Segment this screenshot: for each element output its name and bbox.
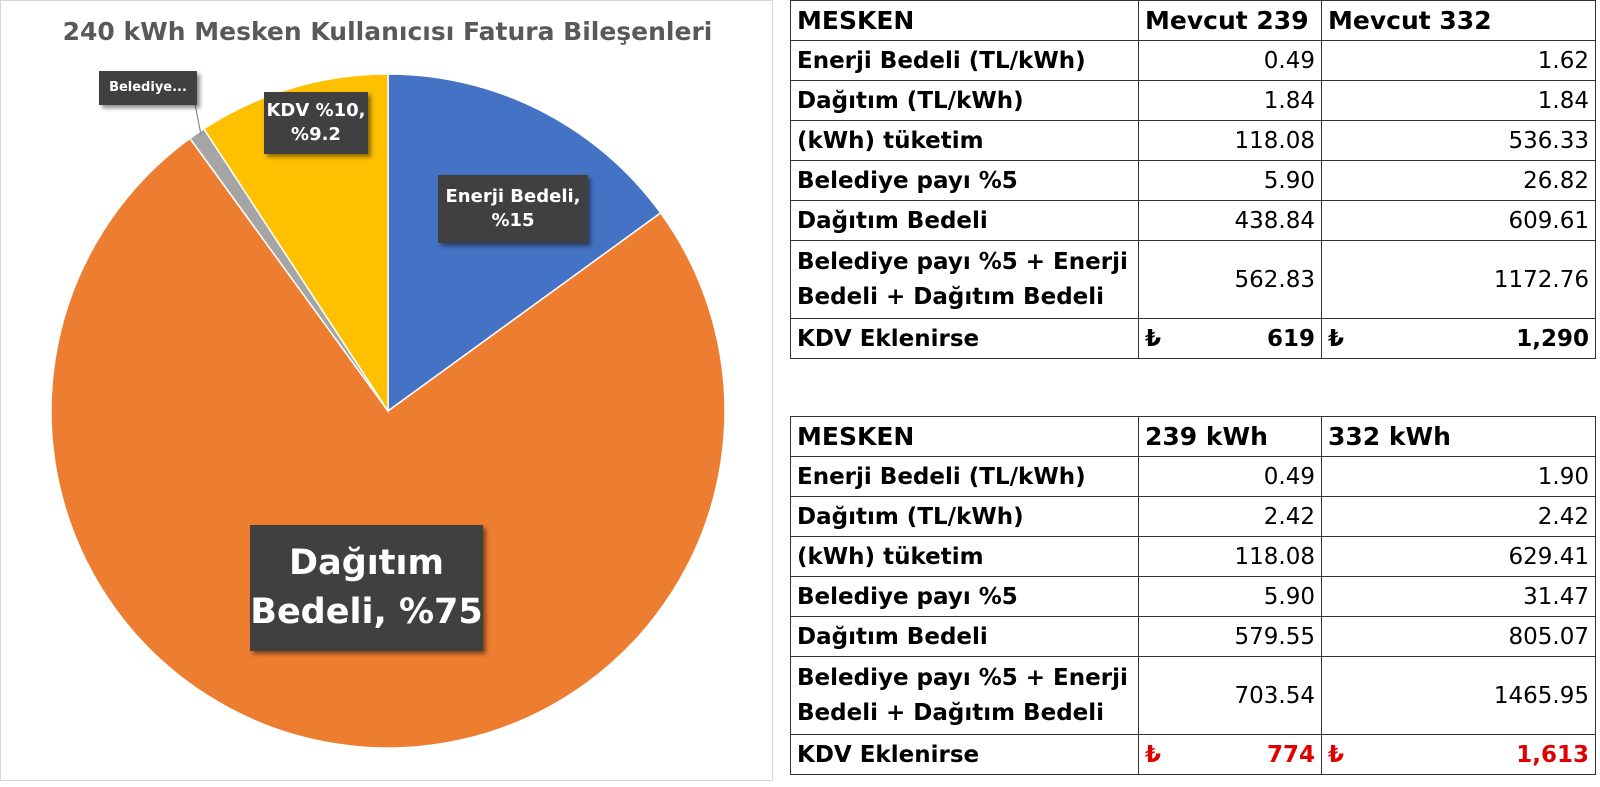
cell-value: 1.84 xyxy=(1321,80,1596,121)
cell-value: 1172.76 xyxy=(1321,240,1596,319)
table-row: Belediye payı %5 + Enerji Bedeli + Dağıt… xyxy=(790,656,1596,735)
pie-slice-da-t-m-bedeli xyxy=(50,137,726,749)
table-row: Enerji Bedeli (TL/kWh) 0.49 1.90 xyxy=(790,456,1596,497)
total-value: 1,290 xyxy=(1516,325,1589,352)
table-header-row: MESKEN 239 kWh 332 kWh xyxy=(790,416,1596,457)
table-row: Enerji Bedeli (TL/kWh) 0.49 1.62 xyxy=(790,40,1596,81)
currency-symbol: ₺ xyxy=(1328,741,1345,768)
cell-value: 703.54 xyxy=(1138,656,1322,735)
row-label: (kWh) tüketim xyxy=(790,120,1139,161)
cell-value: 5.90 xyxy=(1138,576,1322,617)
currency-symbol: ₺ xyxy=(1145,325,1162,352)
cell-value: 609.61 xyxy=(1321,200,1596,241)
cell-value: 0.49 xyxy=(1138,456,1322,497)
header-cell: Mevcut 332 xyxy=(1321,0,1596,41)
cell-value: 0.49 xyxy=(1138,40,1322,81)
total-cell: ₺ 619 xyxy=(1138,318,1322,359)
table-row: (kWh) tüketim 118.08 629.41 xyxy=(790,536,1596,577)
cell-value: 5.90 xyxy=(1138,160,1322,201)
table-row: (kWh) tüketim 118.08 536.33 xyxy=(790,120,1596,161)
total-value: 619 xyxy=(1266,325,1315,352)
table-total-row: KDV Eklenirse ₺ 774 ₺ 1,613 xyxy=(790,734,1596,775)
row-label: (kWh) tüketim xyxy=(790,536,1139,577)
table-header-row: MESKEN Mevcut 239 Mevcut 332 xyxy=(790,0,1596,41)
table-row: Dağıtım (TL/kWh) 2.42 2.42 xyxy=(790,496,1596,537)
header-cell: 332 kWh xyxy=(1321,416,1596,457)
table-row: Belediye payı %5 5.90 31.47 xyxy=(790,576,1596,617)
currency-symbol: ₺ xyxy=(1328,325,1345,352)
cell-value: 629.41 xyxy=(1321,536,1596,577)
table-total-row: KDV Eklenirse ₺ 619 ₺ 1,290 xyxy=(790,318,1596,359)
cell-value: 579.55 xyxy=(1138,616,1322,657)
table-row: Belediye payı %5 5.90 26.82 xyxy=(790,160,1596,201)
cell-value: 1.62 xyxy=(1321,40,1596,81)
cell-value: 562.83 xyxy=(1138,240,1322,319)
row-label: Belediye payı %5 xyxy=(790,576,1139,617)
header-cell: MESKEN xyxy=(790,0,1139,41)
table-row: Dağıtım Bedeli 438.84 609.61 xyxy=(790,200,1596,241)
table-mevcut: MESKEN Mevcut 239 Mevcut 332 Enerji Bede… xyxy=(790,0,1596,359)
total-value: 774 xyxy=(1266,741,1315,768)
cell-value: 118.08 xyxy=(1138,120,1322,161)
row-label: Enerji Bedeli (TL/kWh) xyxy=(790,456,1139,497)
cell-value: 26.82 xyxy=(1321,160,1596,201)
currency-symbol: ₺ xyxy=(1145,741,1162,768)
cell-value: 536.33 xyxy=(1321,120,1596,161)
table-row: Belediye payı %5 + Enerji Bedeli + Dağıt… xyxy=(790,240,1596,319)
row-label: Dağıtım (TL/kWh) xyxy=(790,80,1139,121)
row-label: Dağıtım Bedeli xyxy=(790,200,1139,241)
row-label: Dağıtım (TL/kWh) xyxy=(790,496,1139,537)
slice-label-distribution: Dağıtım Bedeli, %75 xyxy=(250,525,483,651)
total-label: KDV Eklenirse xyxy=(790,734,1139,775)
slice-label-belediye: Belediye... xyxy=(99,71,197,105)
total-cell: ₺ 1,290 xyxy=(1321,318,1596,359)
row-label: Enerji Bedeli (TL/kWh) xyxy=(790,40,1139,81)
cell-value: 31.47 xyxy=(1321,576,1596,617)
total-cell: ₺ 774 xyxy=(1138,734,1322,775)
pie-slice-kdv-10 xyxy=(202,73,389,414)
header-cell: MESKEN xyxy=(790,416,1139,457)
pie-chart xyxy=(50,73,726,749)
total-value: 1,613 xyxy=(1516,741,1589,768)
table-new-tariff: MESKEN 239 kWh 332 kWh Enerji Bedeli (TL… xyxy=(790,416,1596,775)
chart-title: 240 kWh Mesken Kullanıcısı Fatura Bileşe… xyxy=(62,17,713,46)
row-label: Belediye payı %5 + Enerji Bedeli + Dağıt… xyxy=(790,240,1139,319)
row-label: Dağıtım Bedeli xyxy=(790,616,1139,657)
cell-value: 1465.95 xyxy=(1321,656,1596,735)
cell-value: 118.08 xyxy=(1138,536,1322,577)
cell-value: 2.42 xyxy=(1321,496,1596,537)
slice-label-energy: Enerji Bedeli, %15 xyxy=(438,175,588,243)
row-label: Belediye payı %5 xyxy=(790,160,1139,201)
table-row: Dağıtım Bedeli 579.55 805.07 xyxy=(790,616,1596,657)
total-label: KDV Eklenirse xyxy=(790,318,1139,359)
slice-label-kdv: KDV %10, %9.2 xyxy=(264,92,368,154)
header-cell: 239 kWh xyxy=(1138,416,1322,457)
cell-value: 1.84 xyxy=(1138,80,1322,121)
cell-value: 2.42 xyxy=(1138,496,1322,537)
table-row: Dağıtım (TL/kWh) 1.84 1.84 xyxy=(790,80,1596,121)
total-cell: ₺ 1,613 xyxy=(1321,734,1596,775)
cell-value: 805.07 xyxy=(1321,616,1596,657)
row-label: Belediye payı %5 + Enerji Bedeli + Dağıt… xyxy=(790,656,1139,735)
chart-panel: 240 kWh Mesken Kullanıcısı Fatura Bileşe… xyxy=(0,0,773,781)
cell-value: 1.90 xyxy=(1321,456,1596,497)
cell-value: 438.84 xyxy=(1138,200,1322,241)
header-cell: Mevcut 239 xyxy=(1138,0,1322,41)
